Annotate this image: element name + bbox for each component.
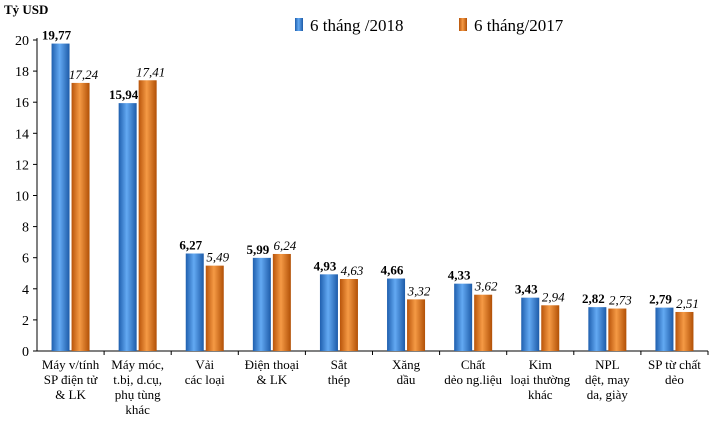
x-category-label: Vải các loại	[185, 357, 225, 387]
x-category-label: Máy móc, t.bị, d.cụ, phụ tùng khác	[111, 357, 164, 417]
bar-2017	[272, 253, 291, 351]
bar-2017	[205, 265, 224, 351]
x-category-label: Sắt thép	[328, 357, 350, 387]
bar-2017	[71, 82, 90, 351]
x-category-label: Máy v/tính SP điện tử & LK	[42, 357, 100, 402]
bar-2018	[588, 307, 607, 351]
data-label-2017: 3,62	[474, 279, 498, 294]
y-axis-label: Tỷ USD	[4, 2, 48, 17]
y-tick-label: 10	[15, 190, 29, 205]
legend-swatch-2018	[295, 18, 303, 31]
data-label-2017: 5,49	[206, 250, 229, 265]
data-label-2018: 19,77	[42, 28, 72, 43]
bar-2018	[118, 103, 137, 352]
bar-2017	[675, 311, 694, 351]
bar-2018	[655, 307, 674, 351]
y-tick-label: 8	[22, 221, 29, 236]
y-tick-label: 4	[22, 283, 29, 298]
data-label-2018: 4,66	[381, 263, 404, 278]
legend: 6 tháng /2018 6 tháng/2017	[295, 16, 564, 35]
y-tick-label: 16	[15, 96, 29, 111]
y-tick-label: 18	[15, 65, 29, 80]
y-tick-label: 12	[15, 158, 29, 173]
x-category-label: Chất dẻo ng.liệu	[444, 357, 502, 387]
data-label-2018: 4,33	[448, 268, 471, 283]
data-label-2018: 4,93	[314, 258, 337, 273]
y-tick-label: 0	[22, 345, 29, 360]
bar-2017	[138, 80, 157, 351]
data-label-2018: 2,79	[649, 292, 672, 307]
bar-2017	[541, 305, 560, 351]
bar-2017	[474, 294, 493, 351]
data-label-2017: 4,63	[341, 263, 364, 278]
bar-2017	[608, 308, 627, 351]
bar-2018	[319, 274, 338, 351]
data-label-2018: 6,27	[179, 238, 202, 253]
bar-2017	[339, 279, 358, 351]
bar-2018	[387, 278, 406, 351]
y-tick-label: 6	[22, 252, 29, 267]
data-label-2017: 3,32	[407, 283, 431, 298]
data-label-2017: 17,41	[136, 64, 165, 79]
bar-2018	[252, 257, 271, 351]
data-label-2017: 17,24	[69, 67, 99, 82]
y-tick-label: 14	[15, 127, 29, 142]
data-label-2018: 15,94	[109, 87, 139, 102]
bar-2018	[51, 43, 70, 351]
legend-swatch-2017	[459, 18, 467, 31]
x-category-label: Điện thoại & LK	[245, 357, 300, 387]
data-label-2018: 3,43	[515, 282, 538, 297]
x-category-label: Xăng dầu	[392, 357, 421, 387]
data-label-2017: 2,94	[542, 289, 565, 304]
x-category-label: SP từ chất dẻo	[648, 357, 701, 387]
legend-label-2017: 6 tháng/2017	[474, 16, 564, 35]
bar-2018	[185, 253, 204, 351]
bar-2018	[454, 283, 473, 351]
data-label-2017: 2,51	[676, 296, 699, 311]
y-tick-label: 2	[22, 314, 29, 329]
legend-label-2018: 6 tháng /2018	[310, 16, 404, 35]
y-tick-label: 20	[15, 34, 29, 49]
data-label-2018: 2,82	[582, 291, 605, 306]
x-category-label: Kim loại thường khác	[510, 357, 570, 402]
x-category-label: NPL dệt, may da, giày	[585, 357, 630, 402]
bar-2017	[407, 299, 426, 351]
bar-2018	[521, 297, 540, 351]
bars: 19,77 17,24 15,94 17,41 6,27 5,49 5,99 6,24 4,93…	[42, 28, 699, 352]
data-label-2018: 5,99	[246, 242, 269, 257]
data-label-2017: 2,73	[609, 293, 632, 308]
data-label-2017: 6,24	[273, 238, 296, 253]
